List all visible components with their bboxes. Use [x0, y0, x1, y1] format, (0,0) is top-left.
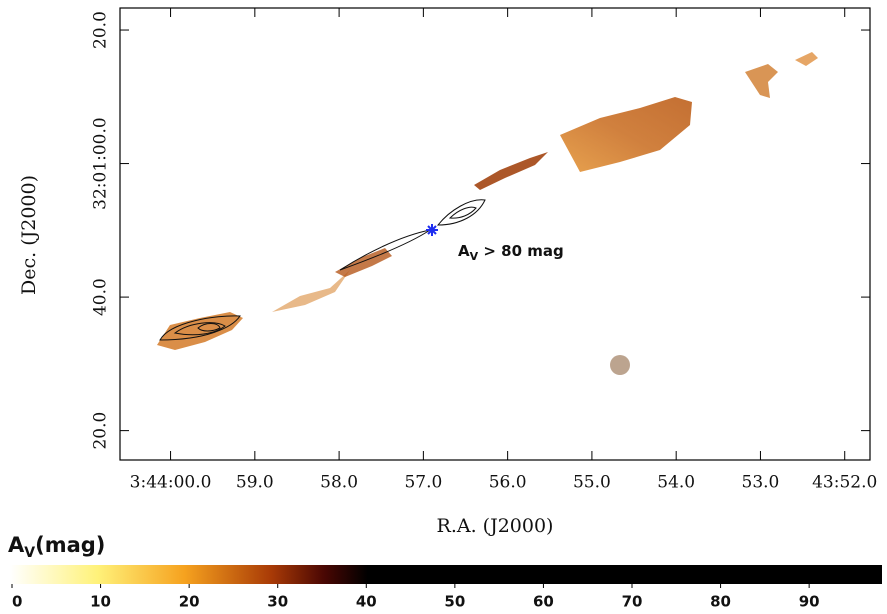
- y-tick-label: 20.0: [91, 412, 111, 450]
- colorbar-tick-label: 30: [267, 593, 288, 611]
- colorbar-title-base: A: [8, 533, 25, 557]
- map-image: [157, 52, 818, 375]
- x-tick-label: 57.0: [404, 473, 442, 493]
- colorbar-title: AV(mag): [8, 533, 105, 561]
- annotation: AV > 80 mag: [458, 242, 564, 264]
- star-marker: [426, 224, 438, 236]
- colorbar-tick-label: 40: [356, 593, 377, 611]
- plot-frame: [119, 7, 871, 461]
- x-tick-label: 53.0: [742, 473, 780, 493]
- plot-area: [119, 7, 871, 461]
- colorbar-tick-label: 10: [90, 593, 111, 611]
- y-tick-label: 20.0: [91, 11, 111, 49]
- annotation-sub: V: [470, 250, 479, 263]
- colorbar-tick-label: 0: [12, 593, 22, 611]
- colorbar-tick-label: 50: [444, 593, 465, 611]
- x-tick-label: 55.0: [573, 473, 611, 493]
- colorbar-tick-label: 80: [710, 593, 731, 611]
- x-axis-label: R.A. (J2000): [437, 515, 554, 537]
- colorbar-title-sub: V: [24, 545, 35, 561]
- x-tick-label: 59.0: [236, 473, 274, 493]
- colorbar-tick-label: 90: [799, 593, 820, 611]
- x-tick-label: 54.0: [657, 473, 695, 493]
- colorbar-tick-label: 60: [533, 593, 554, 611]
- colorbar-tick-label: 70: [622, 593, 643, 611]
- colorbar-tick-label: 20: [179, 593, 200, 611]
- annotation-rest: > 80 mag: [478, 242, 564, 260]
- x-tick-label: 43:52.0: [812, 473, 877, 493]
- colorbar: [10, 565, 882, 584]
- y-tick-label: 32:01:00.0: [91, 117, 111, 210]
- y-axis-label: Dec. (J2000): [18, 175, 40, 295]
- y-tick-label: 40.0: [91, 278, 111, 316]
- annotation-base: A: [458, 242, 470, 260]
- x-tick-label: 58.0: [320, 473, 358, 493]
- x-tick-label: 3:44:00.0: [130, 473, 212, 493]
- x-tick-label: 56.0: [489, 473, 527, 493]
- colorbar-title-rest: (mag): [35, 533, 105, 557]
